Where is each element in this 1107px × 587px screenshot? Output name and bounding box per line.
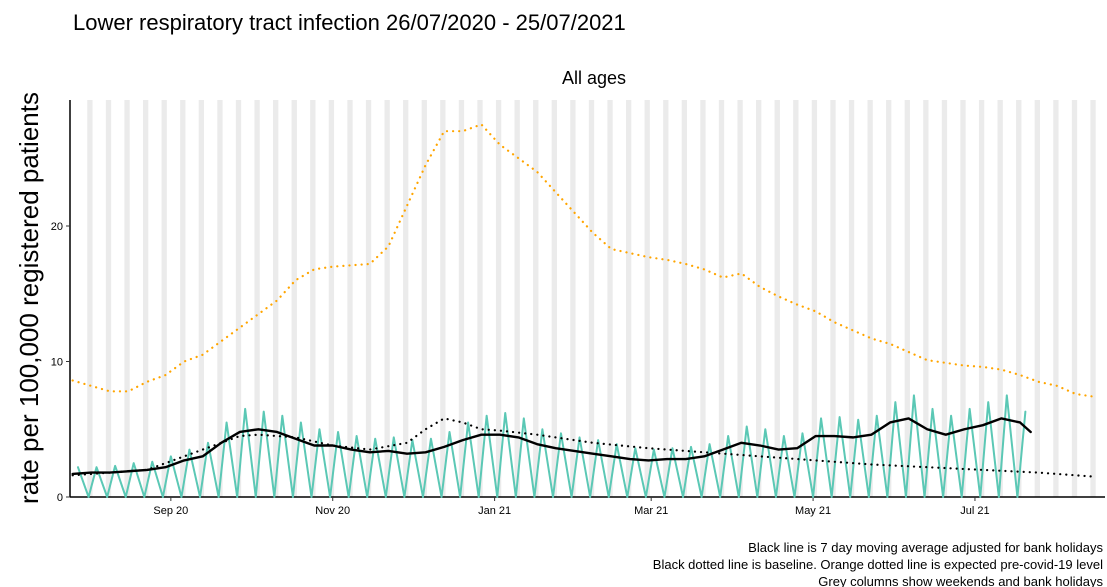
x-tick-label: Nov 20 [315, 505, 350, 517]
weekend-column [848, 100, 855, 497]
weekend-column [124, 100, 130, 497]
chart-title: Lower respiratory tract infection 26/07/… [73, 10, 626, 35]
weekend-column [904, 100, 910, 497]
weekend-column [1071, 100, 1078, 497]
weekend-column [514, 100, 520, 497]
weekend-column [588, 100, 595, 497]
x-tick-label: Jan 21 [478, 505, 511, 517]
weekend-column [774, 100, 780, 497]
weekend-column [217, 100, 223, 497]
weekend-column [663, 100, 669, 497]
panel-title: All ages [562, 68, 626, 88]
weekend-column [867, 100, 873, 497]
dotted-line [71, 123, 1096, 398]
weekend-columns [87, 100, 1096, 497]
weekend-column [421, 100, 427, 497]
x-tick-label: Jul 21 [960, 505, 989, 517]
weekend-column [533, 100, 539, 497]
weekend-column [978, 100, 985, 497]
y-tick-label: 10 [51, 357, 63, 369]
weekend-column [756, 100, 762, 497]
weekend-column [737, 100, 743, 497]
footnote: Black line is 7 day moving average adjus… [748, 540, 1103, 555]
weekend-column [681, 100, 688, 497]
y-axis-label: rate per 100,000 registered patients [14, 92, 44, 504]
weekend-column [941, 100, 948, 497]
weekend-column [793, 100, 799, 497]
weekend-column [477, 100, 483, 497]
weekend-column [923, 100, 929, 497]
weekend-column [700, 100, 706, 497]
weekend-column [328, 100, 335, 497]
weekend-column [291, 100, 297, 497]
weekend-column [254, 100, 260, 497]
line [71, 417, 1032, 476]
weekend-column [960, 100, 966, 497]
weekend-column [198, 100, 205, 497]
weekend-column [718, 100, 725, 497]
weekend-column [458, 100, 465, 497]
weekend-column [347, 100, 353, 497]
x-tick-label: May 21 [795, 505, 831, 517]
x-tick-label: Sep 20 [153, 505, 188, 517]
weekend-column [365, 100, 372, 497]
x-tick-label: Mar 21 [634, 505, 668, 517]
weekend-column [440, 100, 446, 497]
footnote: Black dotted line is baseline. Orange do… [653, 557, 1103, 572]
weekend-column [403, 100, 409, 497]
weekend-column [310, 100, 316, 497]
weekend-column [105, 100, 112, 497]
weekend-column [551, 100, 557, 497]
weekend-column [1090, 100, 1096, 497]
weekend-column [180, 100, 186, 497]
weekend-column [384, 100, 390, 497]
footnote: Grey columns show weekends and bank holi… [818, 574, 1103, 587]
weekend-column [495, 100, 502, 497]
weekend-column [87, 100, 93, 497]
y-tick-label: 0 [57, 492, 63, 504]
weekend-column [161, 100, 167, 497]
weekend-column [625, 100, 632, 497]
weekend-column [1053, 100, 1059, 497]
weekend-column [570, 100, 576, 497]
weekend-column [997, 100, 1003, 497]
weekend-column [142, 100, 149, 497]
weekend-column [811, 100, 818, 497]
dotted-line [71, 417, 1096, 478]
weekend-column [273, 100, 279, 497]
weekend-column [607, 100, 613, 497]
weekend-column [235, 100, 242, 497]
y-tick-label: 20 [51, 221, 63, 233]
weekend-column [886, 100, 892, 497]
weekend-column [1034, 100, 1040, 497]
line [76, 394, 1027, 498]
weekend-column [1016, 100, 1022, 497]
weekend-column [644, 100, 650, 497]
weekend-column [830, 100, 836, 497]
